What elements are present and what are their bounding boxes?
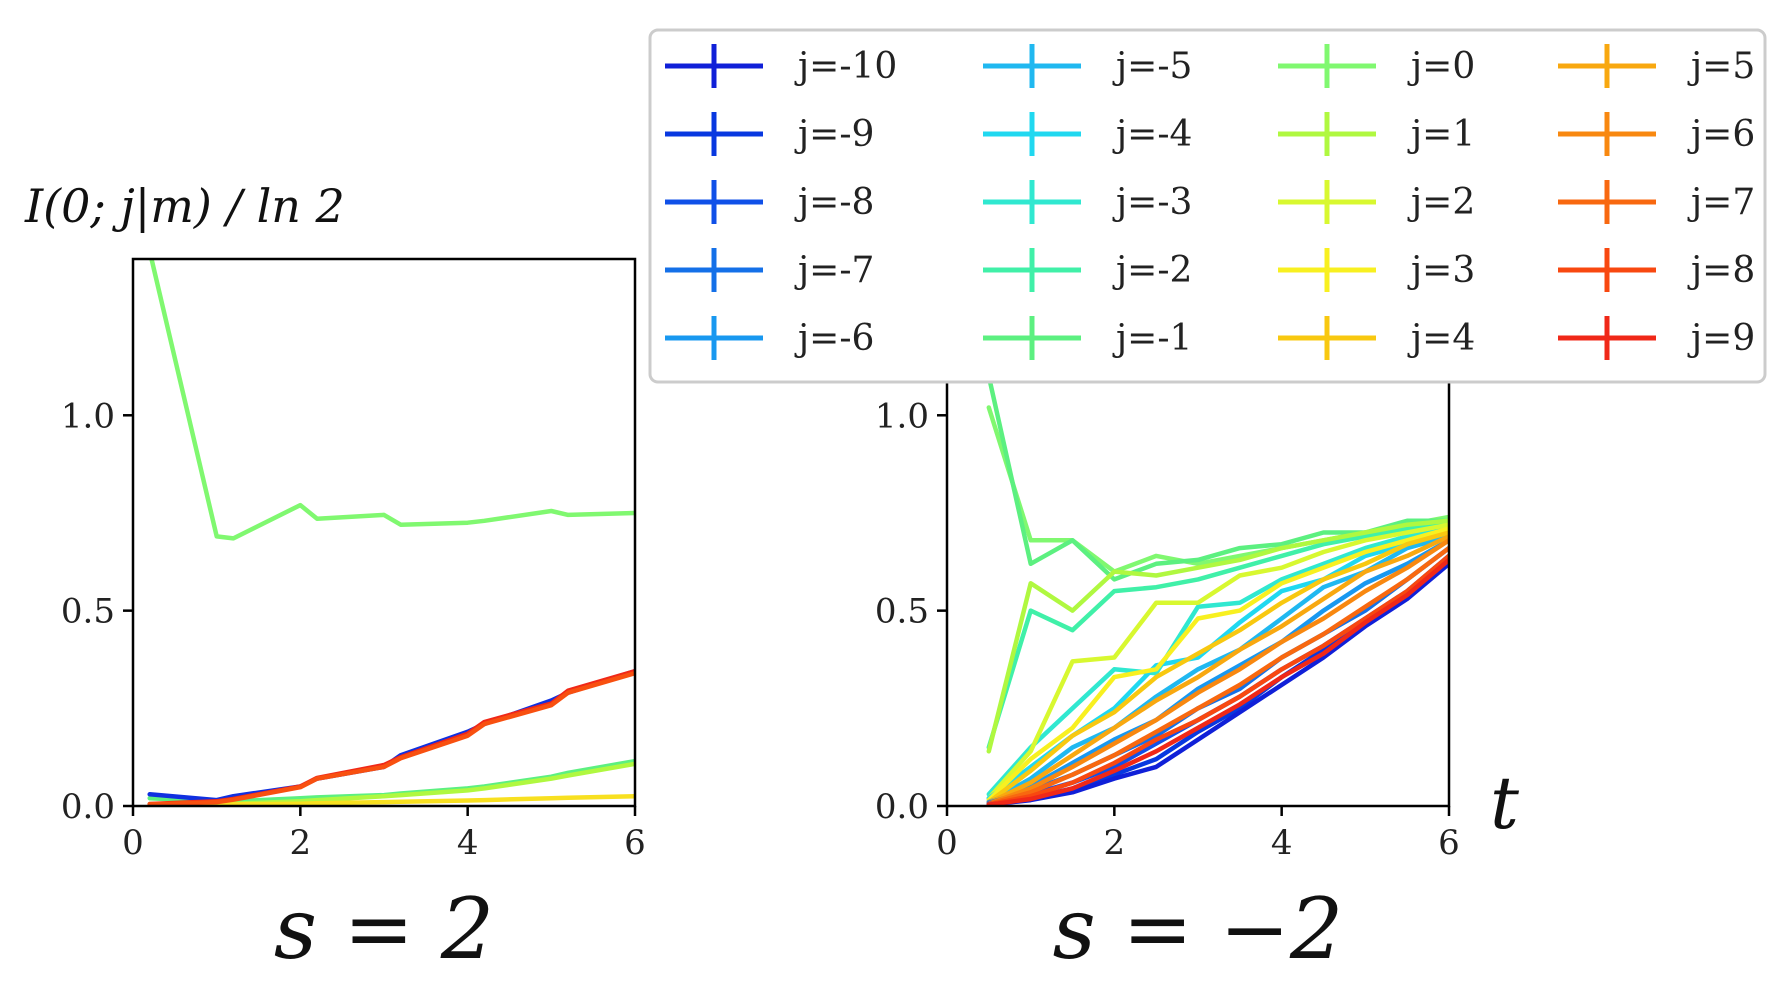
left-y-tick-label: 1.0: [61, 396, 115, 436]
right-ticks: 0 2 4 6 0.0 0.5 1.0: [875, 396, 1460, 863]
legend-label: j=9: [1687, 318, 1755, 359]
right-y-tick-label: 1.0: [875, 396, 929, 436]
legend-label: j=3: [1407, 250, 1475, 291]
legend-label: j=-2: [1112, 250, 1192, 291]
legend-label: j=-6: [794, 318, 874, 359]
right-y-tick-label: 0.5: [875, 592, 929, 632]
legend-entry-j=9: j=9: [1558, 316, 1755, 360]
legend-entries: j=-10 j=-9 j=-8 j=-7 j=-6 j=-5 j=-4 j=-3 j=-2 j=-…: [665, 44, 1755, 360]
legend-label: j=-8: [794, 182, 874, 223]
left-series-line-j=-10: [147, 668, 635, 803]
left-series-line-j=8: [147, 670, 635, 806]
right-series-group: [986, 373, 1449, 806]
right-series-line-j=2: [986, 522, 1449, 801]
legend-entry-j=1: j=1: [1278, 112, 1475, 156]
panel-s-neg2: 0 2 4 6 0.0 0.5 1.0 t s = −2: [875, 257, 1520, 978]
legend-label: j=2: [1407, 182, 1475, 223]
right-series-line-j=-10: [986, 561, 1449, 806]
legend-entry-j=0: j=0: [1278, 44, 1475, 88]
legend-box: [648, 28, 1767, 384]
legend-label: j=-7: [794, 250, 874, 291]
legend-entry-j=-4: j=-4: [983, 112, 1192, 156]
legend: j=-10 j=-9 j=-8 j=-7 j=-6 j=-5 j=-4 j=-3 j=-2 j=-…: [648, 28, 1767, 384]
left-series-line-j=2: [147, 793, 635, 806]
legend-entry-j=-10: j=-10: [665, 44, 897, 88]
x-axis-label-t: t: [1490, 761, 1520, 845]
left-x-tick-label: 4: [457, 823, 479, 863]
left-series-line-j=0: [149, 259, 635, 541]
legend-label: j=-1: [1112, 318, 1192, 359]
right-series-line-j=-2: [986, 522, 1449, 750]
legend-entry-j=7: j=7: [1558, 180, 1755, 224]
legend-entry-j=-5: j=-5: [983, 44, 1192, 88]
left-ticks: 0 2 4 6 0.0 0.5 1.0: [61, 396, 646, 863]
legend-entry-j=-9: j=-9: [665, 112, 874, 156]
right-series-line-j=3: [986, 526, 1449, 803]
legend-entry-j=-3: j=-3: [983, 180, 1192, 224]
legend-label: j=-4: [1112, 114, 1192, 155]
legend-label: j=5: [1687, 46, 1755, 87]
legend-entry-j=2: j=2: [1278, 180, 1475, 224]
right-series-line-j=-3: [986, 526, 1449, 797]
panel-s2: I(0; j|m) / ln 2 0 2 4 6 0.0 0.5 1.0 s = 2: [24, 179, 646, 978]
right-series-line-j=8: [986, 553, 1449, 806]
left-x-tick-label: 6: [624, 823, 646, 863]
legend-label: j=-10: [794, 46, 897, 87]
legend-label: j=-9: [794, 114, 874, 155]
left-panel-title: s = 2: [274, 880, 494, 978]
legend-entry-j=6: j=6: [1558, 112, 1755, 156]
right-series-line-j=-6: [986, 538, 1449, 805]
right-y-tick-label: 0.0: [875, 787, 929, 827]
left-axes-frame: [131, 257, 637, 808]
legend-label: j=6: [1687, 114, 1755, 155]
right-x-tick-label: 4: [1271, 823, 1293, 863]
left-y-tick-label: 0.0: [61, 787, 115, 827]
legend-entry-j=-1: j=-1: [983, 316, 1192, 360]
legend-label: j=7: [1687, 182, 1755, 223]
legend-entry-j=-2: j=-2: [983, 248, 1192, 292]
right-x-tick-label: 2: [1104, 823, 1126, 863]
legend-entry-j=-7: j=-7: [665, 248, 874, 292]
right-series-line-j=5: [986, 534, 1449, 806]
legend-entry-j=5: j=5: [1558, 44, 1755, 88]
left-series-group: [147, 259, 635, 806]
right-series-line-j=4: [986, 530, 1449, 805]
right-series-line-j=7: [986, 545, 1449, 806]
legend-entry-j=3: j=3: [1278, 248, 1475, 292]
right-series-line-j=1: [986, 518, 1449, 754]
right-series-line-j=9: [986, 557, 1449, 806]
legend-label: j=-5: [1112, 46, 1192, 87]
legend-label: j=-3: [1112, 182, 1192, 223]
legend-label: j=8: [1687, 250, 1755, 291]
left-y-tick-label: 0.5: [61, 592, 115, 632]
legend-entry-j=-8: j=-8: [665, 180, 874, 224]
legend-label: j=4: [1407, 318, 1475, 359]
legend-entry-j=8: j=8: [1558, 248, 1755, 292]
legend-entry-j=-6: j=-6: [665, 316, 874, 360]
right-panel-title: s = −2: [1053, 880, 1344, 978]
left-x-tick-label: 0: [122, 823, 144, 863]
right-series-line-j=6: [986, 538, 1449, 806]
right-x-tick-label: 0: [936, 823, 958, 863]
legend-entry-j=4: j=4: [1278, 316, 1475, 360]
y-axis-label: I(0; j|m) / ln 2: [24, 179, 345, 233]
left-series-line-j=9: [147, 668, 635, 806]
right-x-tick-label: 6: [1438, 823, 1460, 863]
legend-label: j=1: [1407, 114, 1475, 155]
left-x-tick-label: 2: [290, 823, 312, 863]
legend-label: j=0: [1407, 46, 1475, 87]
